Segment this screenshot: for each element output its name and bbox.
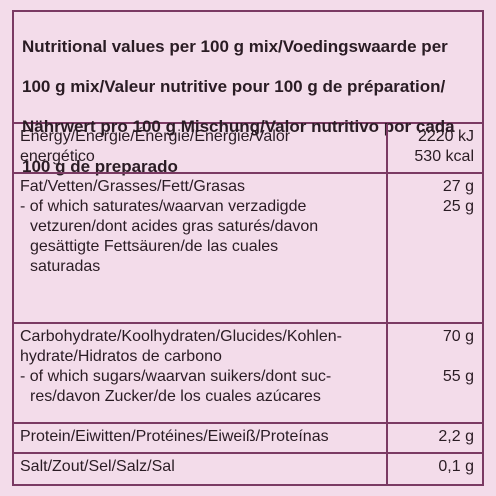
energy-kj: 2220 kJ xyxy=(417,128,474,145)
saturates-label-line: gesättigte Fettsäuren/de las cuales xyxy=(30,238,279,255)
salt-label-text: Salt/Zout/Sel/Salz/Sal xyxy=(20,458,175,475)
saturates-value: 25 g xyxy=(442,198,474,215)
protein-values: 2,2 g xyxy=(386,424,482,452)
row-carbohydrate: Carbohydrate/Koolhydraten/Glucides/Kohle… xyxy=(14,324,482,424)
header-line: 100 g mix/Valeur nutritive pour 100 g de… xyxy=(22,77,446,96)
sugars-label-line: - of which sugars/waarvan suikers/dont s… xyxy=(20,368,332,385)
protein-label-text: Protein/Eiwitten/Protéines/Eiweiß/Proteí… xyxy=(20,428,329,445)
sugars-value: 55 g xyxy=(442,368,474,385)
saturates-label-line: vetzuren/dont acides gras saturés/davon xyxy=(30,218,319,235)
fat-value: 27 g xyxy=(442,178,474,195)
fat-values: 27 g 25 g xyxy=(386,174,482,322)
nutrition-table: Nutritional values per 100 g mix/Voeding… xyxy=(12,10,484,486)
energy-label-line: Energy/Energie/Énergie/Energie/Valor xyxy=(20,128,291,145)
header-line: 100 g de preparado xyxy=(22,157,178,176)
salt-label: Salt/Zout/Sel/Salz/Sal xyxy=(14,454,388,484)
salt-values: 0,1 g xyxy=(386,454,482,484)
sugars-label-line: res/davon Zucker/de los cuales azúcares xyxy=(30,388,321,405)
energy-values: 2220 kJ 530 kcal xyxy=(386,124,482,172)
protein-label: Protein/Eiwitten/Protéines/Eiweiß/Proteí… xyxy=(14,424,388,452)
table-header: Nutritional values per 100 g mix/Voeding… xyxy=(14,12,482,176)
carbohydrate-label-line: hydrate/Hidratos de carbono xyxy=(20,348,222,365)
fat-label: Fat/Vetten/Grasses/Fett/Grasas - of whic… xyxy=(14,174,388,322)
saturates-label-line: saturadas xyxy=(30,258,101,275)
carbohydrate-label-line: Carbohydrate/Koolhydraten/Glucides/Kohle… xyxy=(20,328,342,345)
protein-value: 2,2 g xyxy=(438,428,474,445)
energy-label: Energy/Energie/Énergie/Energie/Valor ene… xyxy=(14,124,388,172)
energy-label-line: energético xyxy=(20,148,95,165)
saturates-label-line: - of which saturates/waarvan verzadigde xyxy=(20,198,307,215)
carbohydrate-label: Carbohydrate/Koolhydraten/Glucides/Kohle… xyxy=(14,324,388,422)
header-line: Nutritional values per 100 g mix/Voeding… xyxy=(22,37,448,56)
row-salt: Salt/Zout/Sel/Salz/Sal 0,1 g xyxy=(14,454,482,484)
salt-value: 0,1 g xyxy=(438,458,474,475)
fat-label-line: Fat/Vetten/Grasses/Fett/Grasas xyxy=(20,178,245,195)
carbohydrate-value: 70 g xyxy=(442,328,474,345)
row-protein: Protein/Eiwitten/Protéines/Eiweiß/Proteí… xyxy=(14,424,482,454)
carbohydrate-values: 70 g 55 g xyxy=(386,324,482,422)
energy-kcal: 530 kcal xyxy=(414,148,474,165)
header-line: Nährwert pro 100 g Mischung/Valor nutrit… xyxy=(22,117,455,136)
row-energy: Energy/Energie/Énergie/Energie/Valor ene… xyxy=(14,124,482,174)
row-fat: Fat/Vetten/Grasses/Fett/Grasas - of whic… xyxy=(14,174,482,324)
